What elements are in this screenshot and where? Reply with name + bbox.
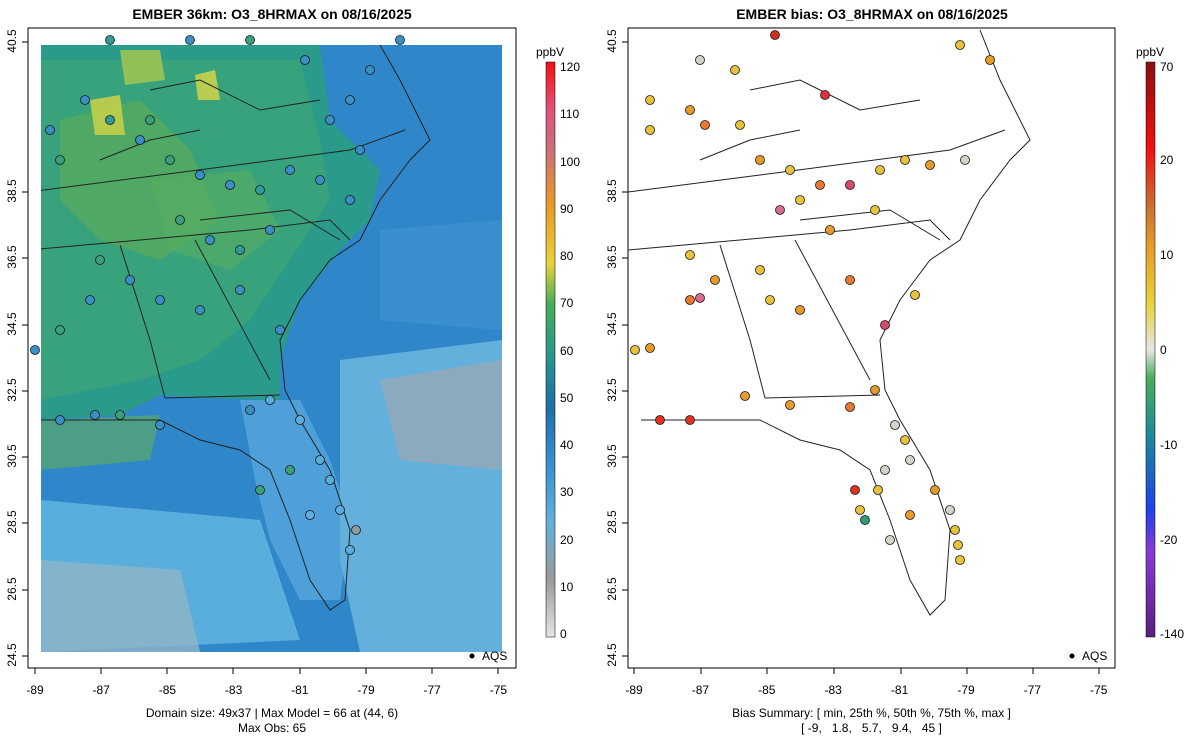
- left-x-axis: [34, 668, 499, 674]
- left-aqs-stations: [30, 35, 405, 555]
- right-colorbar-tick: -10: [1160, 438, 1178, 452]
- right-colorbar-tick: 70: [1160, 60, 1174, 74]
- left-colorbar-tick: 50: [560, 390, 574, 405]
- left-x-tick-label: -83: [224, 683, 243, 697]
- left-aqs-legend-label: AQS: [482, 649, 508, 663]
- right-x-tick-label: -81: [890, 683, 909, 697]
- right-y-tick-label: 38.5: [605, 179, 619, 203]
- right-y-tick-labels: 24.5 26.5 28.5 30.5 32.5 34.5 36.5 38.5 40.5: [590, 0, 625, 700]
- left-y-tick-label: 26.5: [5, 577, 19, 601]
- right-caption-line2: [ -9, 1.8, 5.7, 9.4, 45 ]: [801, 721, 942, 735]
- right-x-tick-label: -75: [1090, 683, 1108, 697]
- right-aqs-legend-label: AQS: [1082, 649, 1108, 663]
- left-colorbar-ticks: 0 10 20 30 40 50 60 70 80 90 100 110 120: [560, 55, 600, 645]
- left-colorbar-tick: 30: [560, 485, 574, 500]
- right-y-axis: [622, 41, 628, 657]
- right-map-title: EMBER bias: O3_8HRMAX on 08/16/2025: [736, 6, 1008, 22]
- left-colorbar-tick: 60: [560, 343, 574, 358]
- left-x-tick-label: -75: [489, 683, 508, 697]
- right-aqs-legend-dot: [1069, 653, 1075, 659]
- right-x-tick-label: -87: [691, 683, 710, 697]
- left-x-tick-label: -79: [357, 683, 375, 697]
- left-colorbar-tick: 110: [560, 107, 580, 122]
- left-y-tick-label: 28.5: [5, 510, 19, 534]
- right-y-tick-label: 28.5: [605, 510, 619, 534]
- left-colorbar-tick: 90: [560, 201, 574, 216]
- right-colorbar-tick: -20: [1160, 533, 1178, 547]
- left-caption-line2: Max Obs: 65: [237, 721, 307, 735]
- right-x-tick-label: -85: [758, 683, 776, 697]
- right-y-tick-label: 40.5: [605, 29, 619, 53]
- right-y-tick-label: 32.5: [605, 378, 619, 402]
- right-caption-line1: Bias Summary: [ min, 25th %, 50th %, 75t…: [732, 706, 1011, 720]
- right-colorbar-ticks: -140 -20 -10 0 10 20 70: [1160, 55, 1200, 645]
- right-colorbar-tick: 0: [1160, 343, 1167, 357]
- left-colorbar-tick: 0: [560, 627, 567, 641]
- left-colorbar-tick: 80: [560, 249, 574, 263]
- left-y-tick-label: 40.5: [5, 29, 19, 53]
- right-y-tick-label: 24.5: [605, 643, 619, 667]
- left-colorbar-tick: 70: [560, 296, 574, 311]
- left-caption: Domain size: 49x37 | Max Model = 66 at (…: [28, 706, 516, 736]
- right-caption: Bias Summary: [ min, 25th %, 50th %, 75t…: [628, 706, 1115, 736]
- right-y-tick-label: 26.5: [605, 577, 619, 601]
- right-colorbar: [1145, 61, 1156, 638]
- right-x-tick-labels: -89 -87 -85 -83 -81 -79 -77 -75: [0, 683, 1200, 699]
- right-units-label: ppbV: [1136, 45, 1165, 59]
- left-x-tick-label: -81: [291, 683, 309, 697]
- left-aqs-legend-dot: [469, 653, 475, 659]
- left-x-tick-label: -89: [26, 683, 44, 697]
- right-x-axis: [633, 668, 1100, 674]
- right-borders: [628, 29, 1031, 616]
- left-colorbar-tick: 40: [560, 438, 574, 452]
- right-y-tick-label: 30.5: [605, 444, 619, 468]
- left-y-tick-label: 36.5: [5, 245, 19, 269]
- left-units-label: ppbV: [536, 45, 565, 59]
- left-x-tick-label: -85: [158, 683, 177, 697]
- left-concentration-field: [41, 45, 502, 652]
- right-colorbar-tick: 20: [1160, 153, 1174, 167]
- right-x-tick-label: -83: [824, 683, 842, 697]
- left-colorbar-tick: 20: [560, 532, 574, 547]
- left-y-tick-label: 38.5: [5, 179, 19, 203]
- left-colorbar-tick: 120: [560, 60, 581, 74]
- right-colorbar-tick: -140: [1160, 627, 1185, 641]
- left-map-title: EMBER 36km: O3_8HRMAX on 08/16/2025: [132, 6, 412, 22]
- left-x-tick-labels: -89 -87 -85 -83 -81 -79 -77 -75: [0, 683, 600, 699]
- right-bias-stations: [630, 30, 995, 565]
- left-y-tick-label: 24.5: [5, 643, 19, 667]
- left-y-tick-label: 34.5: [5, 312, 19, 336]
- left-colorbar-tick: 10: [560, 579, 574, 594]
- right-x-tick-label: -79: [957, 683, 975, 697]
- left-y-tick-labels: 24.5 26.5 28.5 30.5 32.5 34.5 36.5 38.5 40.5: [0, 0, 30, 700]
- right-x-tick-label: -77: [1023, 683, 1042, 697]
- right-plot-frame: [627, 27, 1116, 669]
- right-y-tick-label: 36.5: [605, 245, 619, 269]
- right-colorbar-tick: 10: [1160, 248, 1174, 262]
- left-colorbar: [545, 61, 556, 638]
- left-y-axis: [22, 41, 28, 657]
- right-x-tick-label: -89: [625, 683, 643, 697]
- left-y-tick-label: 32.5: [5, 378, 19, 402]
- left-x-tick-label: -87: [92, 683, 110, 697]
- left-caption-line1: Domain size: 49x37 | Max Model = 66 at (…: [145, 706, 399, 720]
- right-y-tick-label: 34.5: [605, 312, 619, 336]
- left-y-tick-label: 30.5: [5, 444, 19, 468]
- left-x-tick-label: -77: [423, 683, 441, 697]
- left-colorbar-tick: 100: [560, 154, 581, 169]
